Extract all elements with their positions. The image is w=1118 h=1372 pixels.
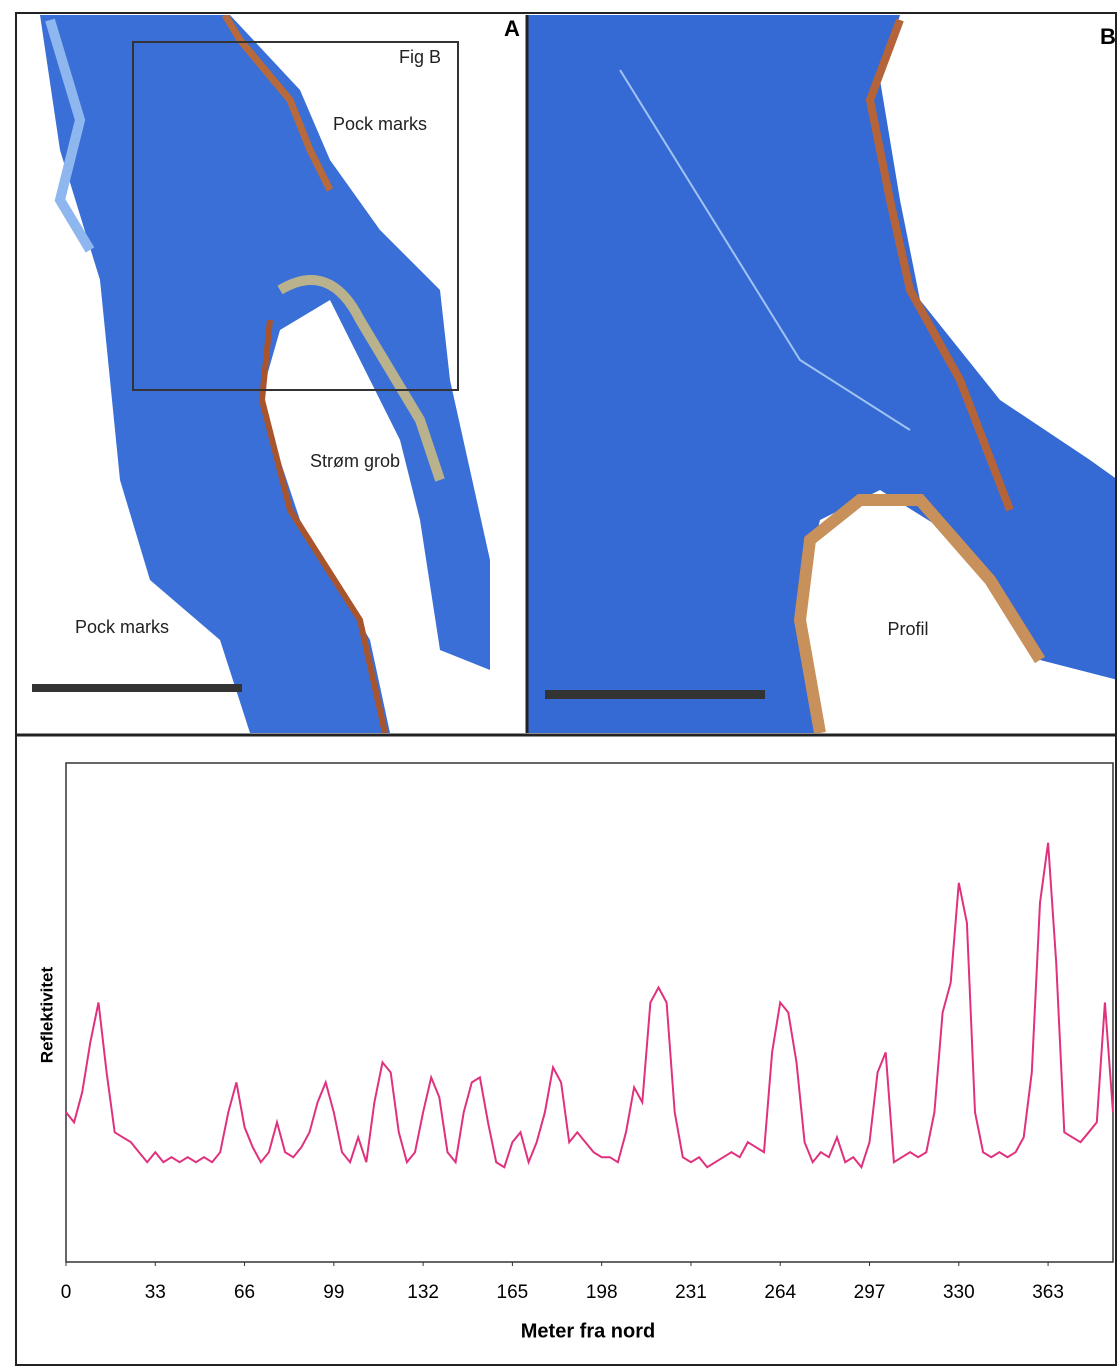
- panel-letter: B: [1100, 24, 1116, 49]
- x-tick-label: 132: [407, 1282, 439, 1303]
- map-label: Profil: [887, 619, 928, 639]
- page: {"panels": [ {"letter": "A", "labels": […: [0, 0, 1118, 1367]
- panel-letter: A: [504, 16, 520, 41]
- x-axis-label: Meter fra nord: [521, 1320, 655, 1342]
- x-tick-label: 297: [854, 1282, 886, 1303]
- map-label: Fig B: [399, 47, 441, 67]
- data-line: [66, 843, 1113, 1167]
- map-label: Pock marks: [75, 617, 169, 637]
- x-tick-label: 363: [1032, 1282, 1064, 1303]
- x-tick-label: 330: [943, 1282, 975, 1303]
- figure: A Fig B Pock marks Strøm grob Pock marks B Pro…: [0, 0, 1118, 1367]
- map-label: Strøm grob: [310, 451, 400, 471]
- map-label: Pock marks: [333, 114, 427, 134]
- y-axis-label: Reflektivitet: [37, 966, 56, 1063]
- x-tick-label: 231: [675, 1282, 707, 1303]
- x-tick-label: 0: [61, 1282, 72, 1303]
- x-tick-label: 165: [497, 1282, 529, 1303]
- x-tick-label: 99: [323, 1282, 344, 1303]
- x-tick-label: 198: [586, 1282, 618, 1303]
- x-tick-label: 264: [764, 1282, 796, 1303]
- x-tick-label: 66: [234, 1282, 255, 1303]
- x-tick-label: 33: [145, 1282, 166, 1303]
- map-b: [527, 15, 1118, 733]
- plot-area: [66, 763, 1113, 1262]
